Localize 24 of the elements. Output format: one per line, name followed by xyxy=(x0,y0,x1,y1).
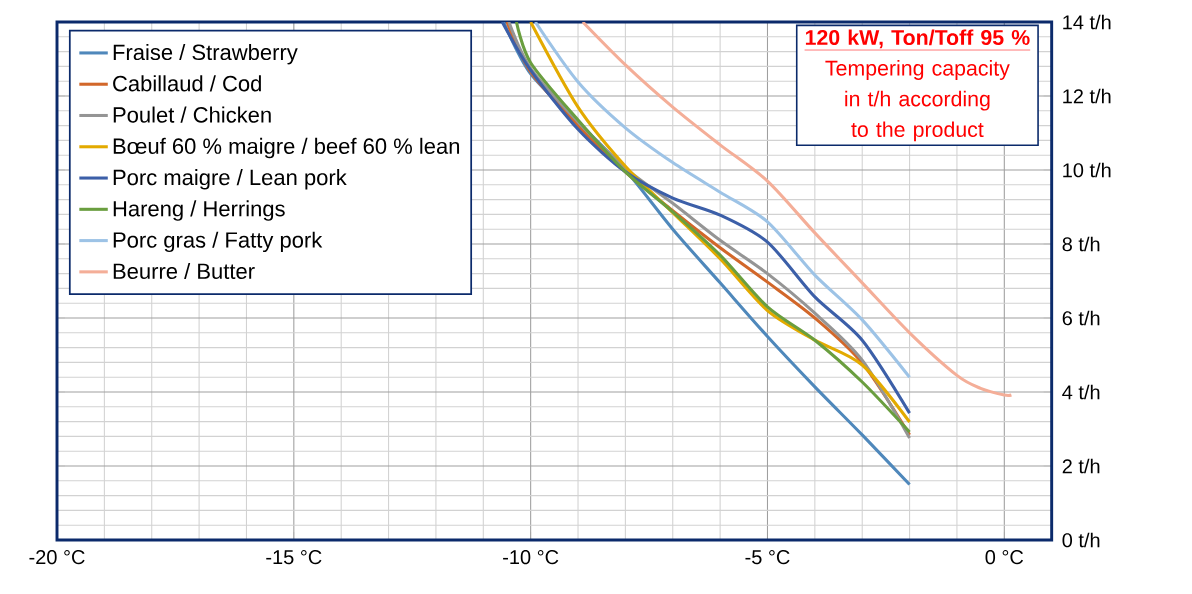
legend-label: Beurre / Butter xyxy=(113,262,255,280)
y-tick-label: 4 t/h xyxy=(1062,384,1100,400)
x-tick-label: 0 °C xyxy=(985,550,1024,565)
x-tick-label: -10 °C xyxy=(503,550,559,565)
y-tick-label: 10 t/h xyxy=(1063,162,1111,178)
y-tick-label: 8 t/h xyxy=(1062,236,1100,252)
y-tick-label: 0 t/h xyxy=(1062,532,1100,548)
legend-label: Fraise / Strawberry xyxy=(113,43,298,65)
x-tick-label: -5 °C xyxy=(745,550,790,565)
legend-label: Hareng / Herrings xyxy=(113,200,285,221)
x-tick-label: -15 °C xyxy=(266,550,322,565)
legend-label: Porc maigre / Lean pork xyxy=(113,169,347,190)
y-tick-label: 14 t/h xyxy=(1063,14,1111,30)
annotation: Tempering capacity in t/h according to the product xyxy=(825,60,1010,142)
y-tick-label: 6 t/h xyxy=(1062,310,1100,326)
legend-label: Cabillaud / Cod xyxy=(113,75,261,92)
legend-label: Porc gras / Fatty pork xyxy=(113,231,323,253)
line-series xyxy=(581,22,1013,397)
legend-label: Bœuf 60 % maigre / beef 60 % lean xyxy=(113,137,460,159)
legend-label: Poulet / Chicken xyxy=(113,106,271,123)
y-tick-label: 12 t/h xyxy=(1063,88,1111,104)
x-tick-label: -20 °C xyxy=(29,550,85,565)
y-tick-label: 2 t/h xyxy=(1062,458,1100,474)
annotation: 120 kW, Ton/Toff 95 % xyxy=(805,29,1030,49)
